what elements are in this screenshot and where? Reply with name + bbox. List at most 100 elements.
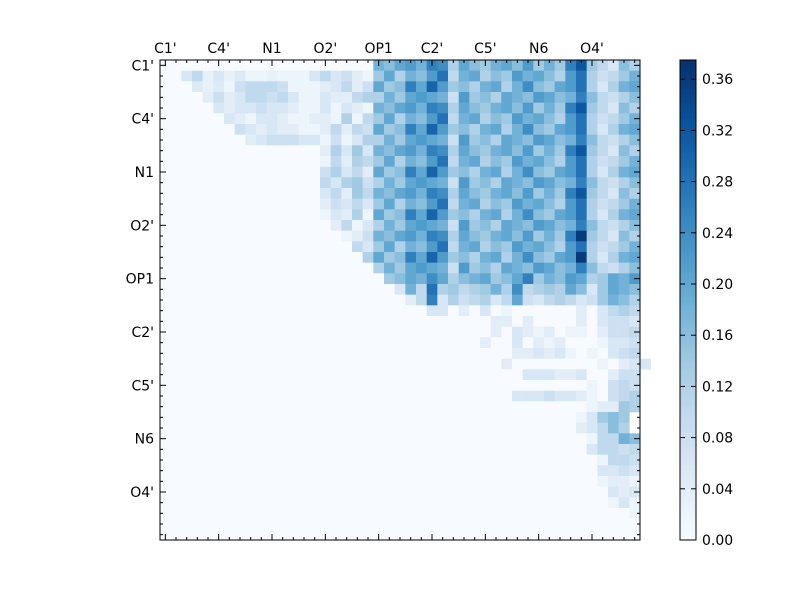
heatmap-cell xyxy=(298,454,310,466)
heatmap-cell xyxy=(405,348,417,359)
heatmap-cell xyxy=(330,316,342,327)
heatmap-cell xyxy=(245,230,257,242)
heatmap-cell xyxy=(522,454,534,466)
y-tick-label: C5' xyxy=(131,378,154,394)
heatmap-cell xyxy=(490,305,502,317)
heatmap-cell xyxy=(458,358,470,370)
heatmap-cell xyxy=(608,113,619,125)
heatmap-cell xyxy=(512,252,523,263)
heatmap-cell xyxy=(288,177,299,189)
heatmap-cell xyxy=(309,433,321,445)
heatmap-cell xyxy=(309,209,321,221)
heatmap-cell xyxy=(330,241,342,253)
heatmap-cell xyxy=(469,177,481,189)
heatmap-cell xyxy=(458,529,470,541)
heatmap-cell xyxy=(341,465,353,477)
y-tick-label: OP1 xyxy=(126,272,154,288)
heatmap-cell xyxy=(416,220,427,231)
heatmap-cell xyxy=(576,433,587,445)
heatmap-cell xyxy=(213,70,225,82)
heatmap-cell xyxy=(597,412,609,423)
heatmap-cell xyxy=(288,102,299,114)
heatmap-cell xyxy=(266,422,278,434)
heatmap-cell xyxy=(554,284,566,295)
heatmap-cell xyxy=(384,70,395,82)
heatmap-cell xyxy=(192,518,203,530)
heatmap-cell xyxy=(170,252,182,263)
heatmap-cell xyxy=(522,166,534,178)
heatmap-cell xyxy=(565,252,577,263)
heatmap-cell xyxy=(277,124,289,135)
heatmap-cell xyxy=(469,390,481,402)
heatmap-cell xyxy=(330,113,342,125)
heatmap-cell xyxy=(341,294,353,306)
heatmap-cell xyxy=(448,198,459,210)
heatmap-cell xyxy=(245,337,257,349)
heatmap-cell xyxy=(213,433,225,445)
heatmap-cell xyxy=(522,102,534,114)
heatmap-cell xyxy=(576,92,587,103)
heatmap-cell xyxy=(181,198,193,210)
heatmap-cell xyxy=(394,294,406,306)
heatmap-cell xyxy=(341,166,353,178)
heatmap-cell xyxy=(586,476,598,487)
heatmap-cell xyxy=(224,262,235,274)
heatmap-cell xyxy=(330,284,342,295)
heatmap-cell xyxy=(373,358,385,370)
heatmap-cell xyxy=(618,401,630,413)
heatmap-cell xyxy=(373,209,385,221)
heatmap-cell xyxy=(426,508,438,519)
heatmap-cell xyxy=(224,380,235,391)
heatmap-cell xyxy=(597,433,609,445)
heatmap-cell xyxy=(490,412,502,423)
heatmap-cell xyxy=(458,102,470,114)
heatmap-cell xyxy=(554,134,566,146)
heatmap-cell xyxy=(352,380,363,391)
heatmap-cell xyxy=(458,497,470,509)
heatmap-cell xyxy=(512,262,523,274)
heatmap-cell xyxy=(170,497,182,509)
heatmap-cell xyxy=(576,145,587,157)
heatmap-cell xyxy=(362,465,374,477)
heatmap-cell xyxy=(352,156,363,167)
heatmap-cell xyxy=(224,60,235,71)
heatmap-cell xyxy=(512,134,523,146)
heatmap-cell xyxy=(245,390,257,402)
heatmap-cell xyxy=(554,198,566,210)
heatmap-cell xyxy=(170,422,182,434)
heatmap-cell xyxy=(266,102,278,114)
heatmap-cell xyxy=(544,486,555,498)
heatmap-cell xyxy=(288,230,299,242)
heatmap-cell xyxy=(416,476,427,487)
heatmap-cell xyxy=(341,433,353,445)
heatmap-cell xyxy=(522,134,534,146)
heatmap-cell xyxy=(512,284,523,295)
heatmap-cell xyxy=(330,92,342,103)
heatmap-cell xyxy=(320,390,331,402)
heatmap-cell xyxy=(373,70,385,82)
heatmap-cell xyxy=(192,284,203,295)
heatmap-cell xyxy=(160,444,171,455)
heatmap-cell xyxy=(213,518,225,530)
y-tick-label: C1' xyxy=(131,58,154,74)
heatmap-cell xyxy=(384,465,395,477)
heatmap-cell xyxy=(480,401,491,413)
heatmap-cell xyxy=(362,518,374,530)
heatmap-cell xyxy=(341,262,353,274)
heatmap-cell xyxy=(608,124,619,135)
heatmap-cell xyxy=(309,412,321,423)
heatmap-cell xyxy=(458,230,470,242)
heatmap-cell xyxy=(576,390,587,402)
heatmap-cell xyxy=(170,188,182,199)
heatmap-cell xyxy=(426,305,438,317)
heatmap-cell xyxy=(448,60,459,71)
heatmap-cell xyxy=(586,305,598,317)
heatmap-cell xyxy=(330,145,342,157)
heatmap-cell xyxy=(202,497,214,509)
heatmap-cell xyxy=(544,326,555,338)
heatmap-cell xyxy=(256,380,267,391)
heatmap-cell xyxy=(234,476,246,487)
heatmap-cell xyxy=(629,454,641,466)
heatmap-cell xyxy=(565,476,577,487)
heatmap-cell xyxy=(512,70,523,82)
